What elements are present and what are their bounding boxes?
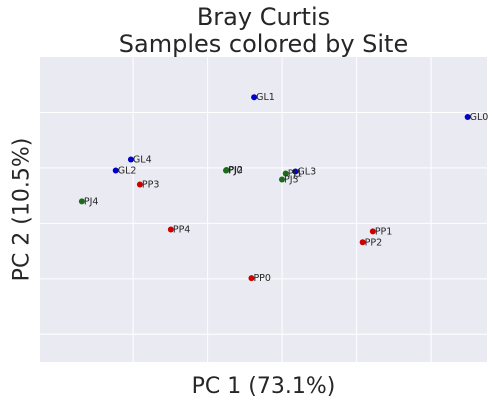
point-label: GL2 xyxy=(118,166,137,177)
point-label: PJ2 xyxy=(228,165,243,176)
point-label: PP0 xyxy=(253,273,271,284)
x-axis-label: PC 1 (73.1%) xyxy=(192,374,336,399)
point-label: GL4 xyxy=(133,155,152,166)
point-label: GL0 xyxy=(470,112,489,123)
y-axis-label: PC 2 (10.5%) xyxy=(10,138,35,282)
point-label: PP2 xyxy=(365,237,383,248)
point-label: PP1 xyxy=(375,226,393,237)
point-label: PJ3 xyxy=(284,174,299,185)
point-label: PJ4 xyxy=(84,196,99,207)
point-label: PP3 xyxy=(142,179,160,190)
chart-title: Bray Curtis xyxy=(197,3,330,31)
chart-subtitle: Samples colored by Site xyxy=(119,30,408,58)
point-label: PP4 xyxy=(173,225,191,236)
point-label: GL1 xyxy=(256,92,275,103)
